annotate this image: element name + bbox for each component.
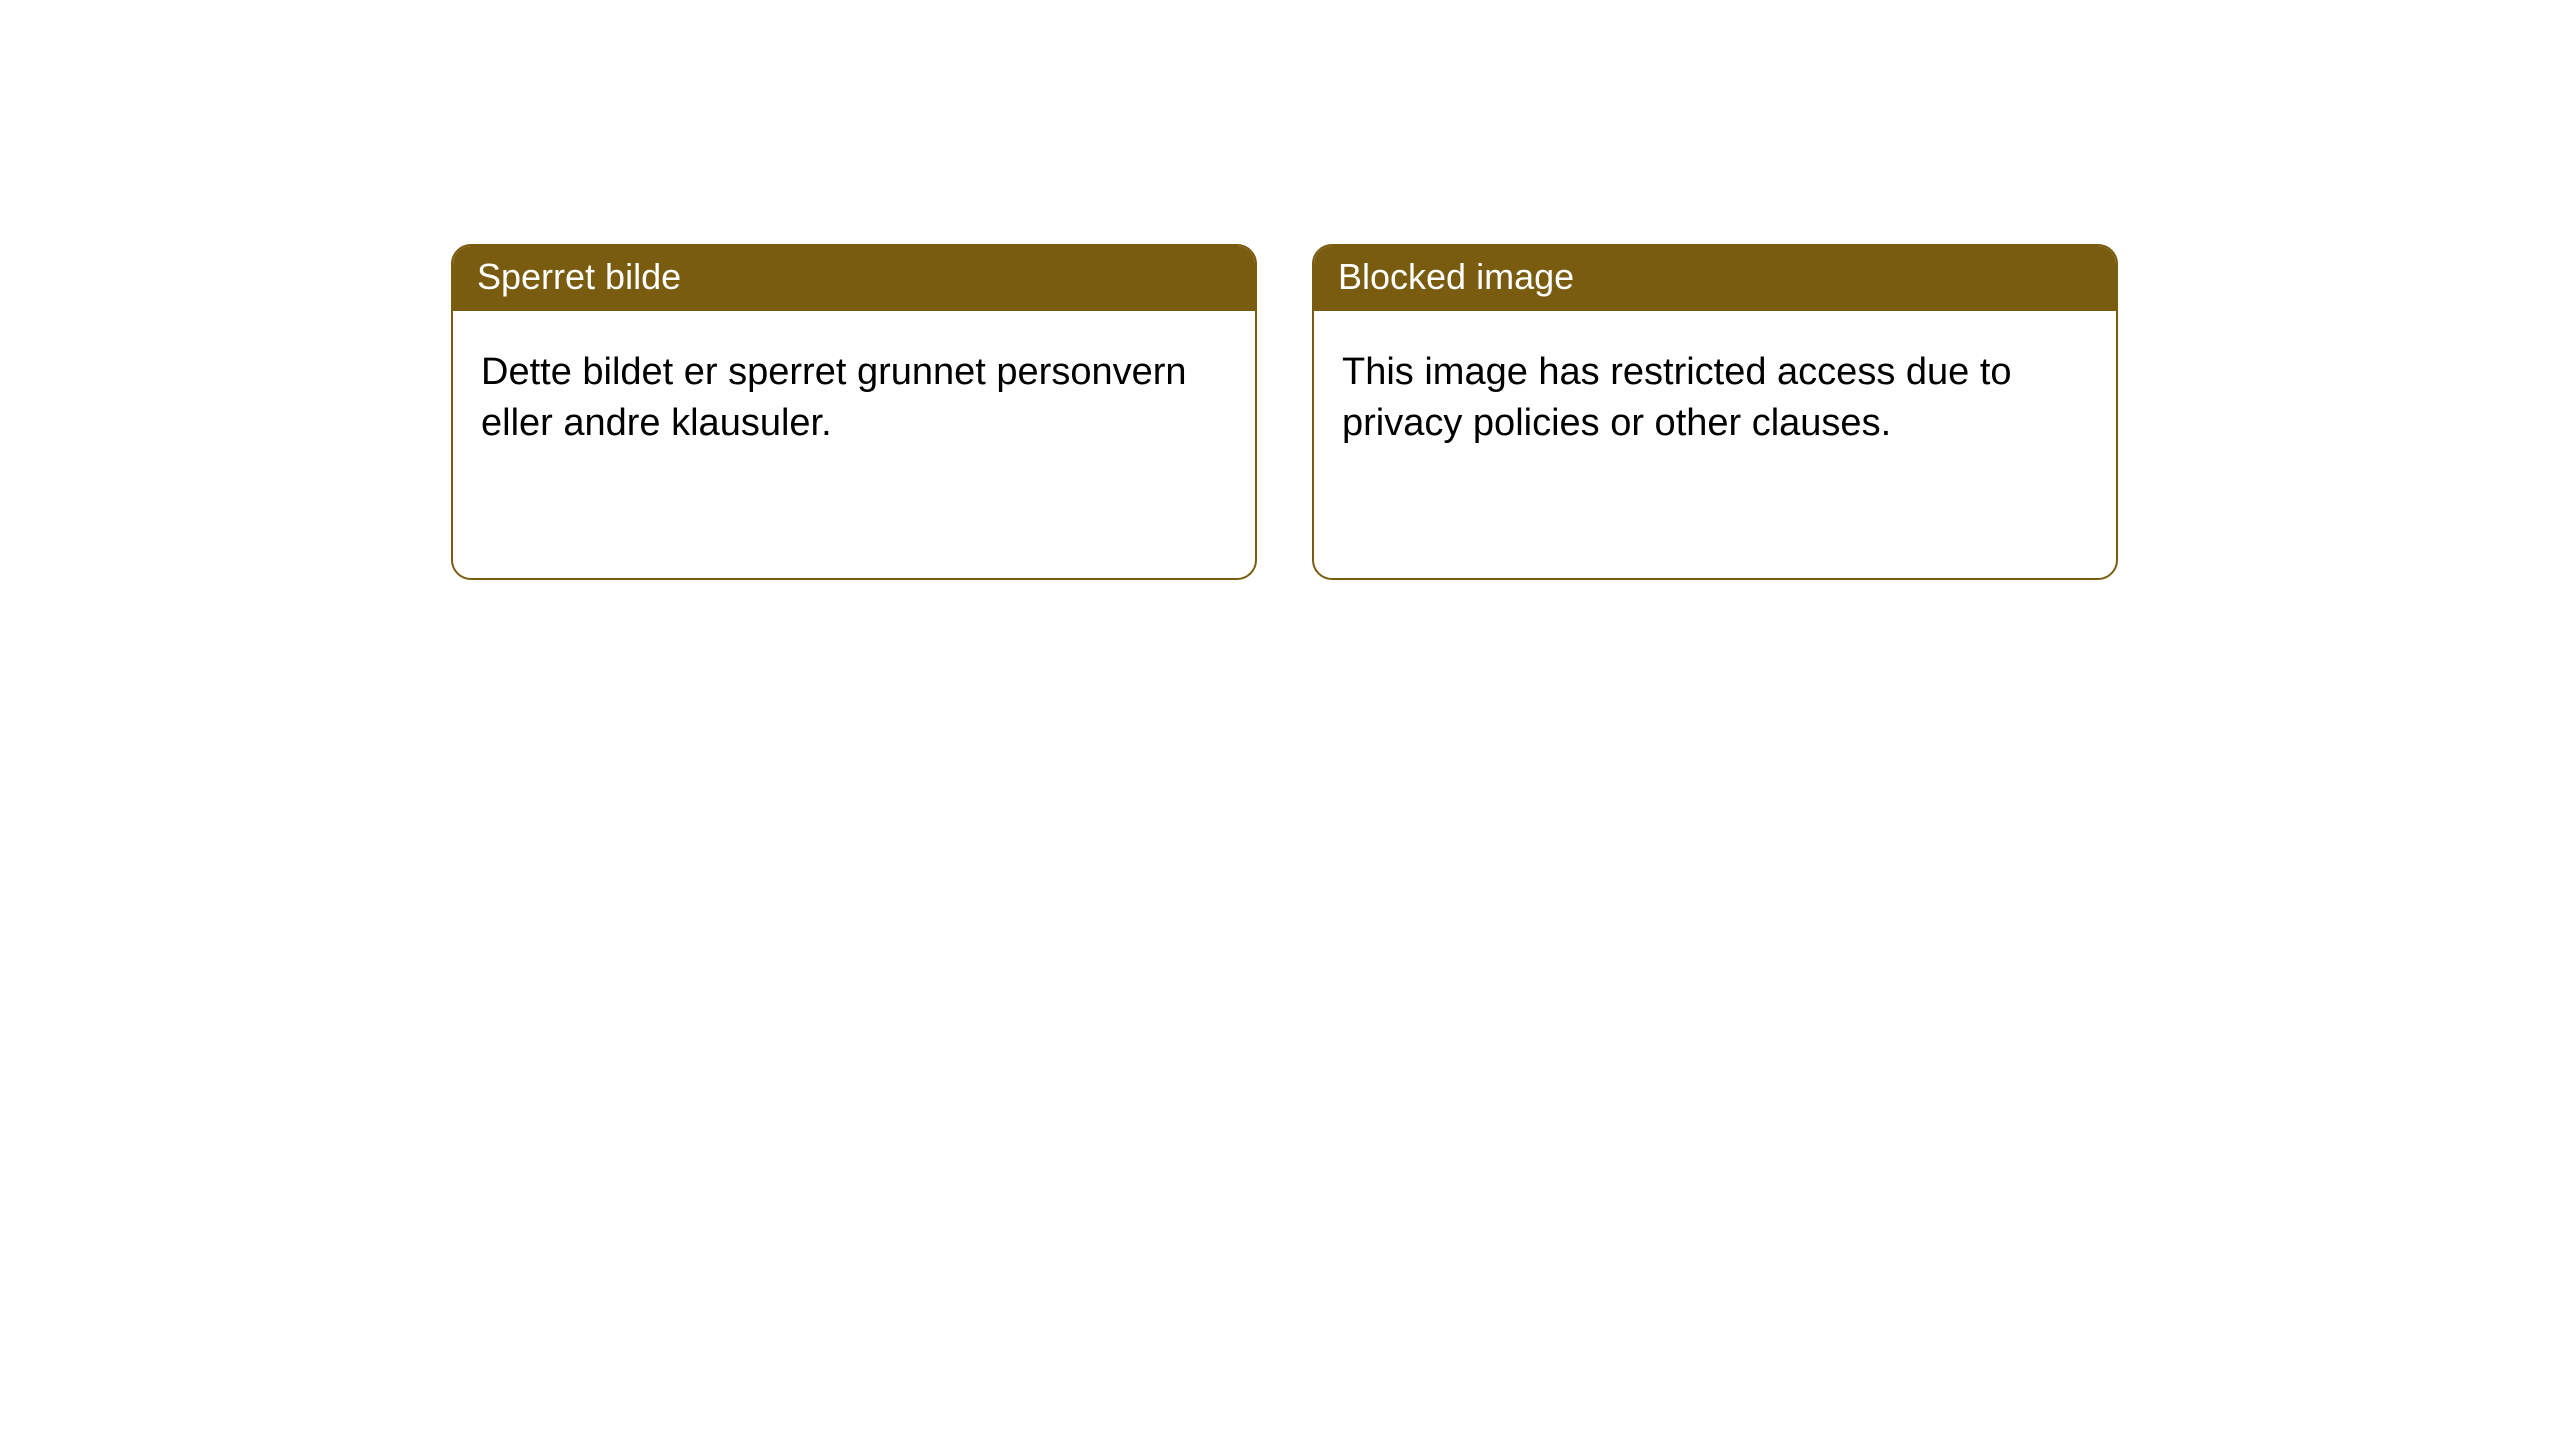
notice-card-norwegian: Sperret bilde Dette bildet er sperret gr… — [451, 244, 1257, 580]
notice-card-title-norwegian: Sperret bilde — [453, 246, 1255, 311]
notice-cards-container: Sperret bilde Dette bildet er sperret gr… — [0, 0, 2560, 580]
notice-card-english: Blocked image This image has restricted … — [1312, 244, 2118, 580]
notice-card-title-english: Blocked image — [1314, 246, 2116, 311]
notice-card-body-english: This image has restricted access due to … — [1314, 311, 2116, 478]
notice-card-body-norwegian: Dette bildet er sperret grunnet personve… — [453, 311, 1255, 478]
